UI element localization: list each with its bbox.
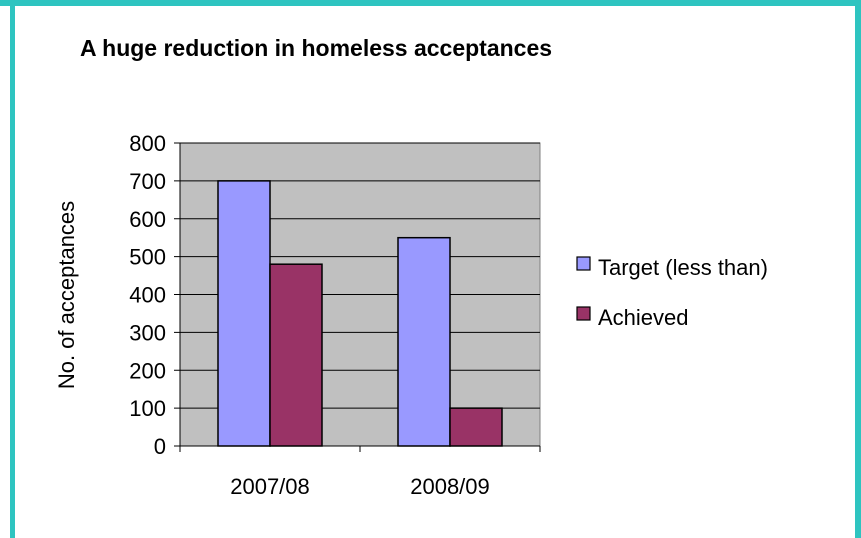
y-tick-label: 600: [129, 207, 166, 232]
plot-area: 0 100 200 300 400 500 600 700 800 2007/08 2008/09: [129, 131, 541, 499]
y-tick-label: 200: [129, 358, 166, 383]
bar-achieved: [269, 263, 323, 447]
frame-left-border: [10, 6, 15, 538]
legend-swatch-achieved: [576, 306, 591, 321]
y-axis-label: No. of acceptances: [54, 201, 79, 389]
y-tick-label: 800: [129, 131, 166, 156]
legend: Target (less than) Achieved: [576, 255, 768, 330]
bar-target: [217, 180, 271, 447]
legend-label-target: Target (less than): [598, 255, 768, 280]
legend-swatch-target: [576, 256, 591, 271]
y-tick-label: 400: [129, 283, 166, 308]
chart-title: A huge reduction in homeless acceptances: [80, 35, 552, 61]
frame-top-border: [0, 0, 861, 6]
y-tick-label: 700: [129, 169, 166, 194]
x-tick-label: 2007/08: [230, 474, 310, 499]
y-tick-label: 0: [154, 434, 166, 459]
legend-label-achieved: Achieved: [598, 305, 689, 330]
bar-achieved: [449, 407, 503, 447]
x-tick-label: 2008/09: [410, 474, 490, 499]
frame-right-border: [855, 0, 861, 538]
bar-target: [397, 236, 451, 447]
y-tick-label: 100: [129, 396, 166, 421]
y-tick-label: 500: [129, 245, 166, 270]
y-tick-label: 300: [129, 320, 166, 345]
